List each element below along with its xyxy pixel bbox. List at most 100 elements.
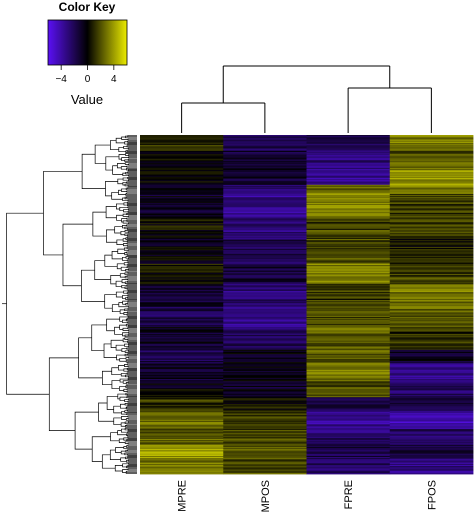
dendrogram-branch [126, 313, 137, 316]
heatmap-cell [140, 459, 224, 461]
color-key-title: Color Key [59, 0, 116, 14]
heatmap-cell [389, 220, 474, 223]
dendrogram-branch [127, 199, 137, 202]
dendrogram-branch [126, 224, 137, 227]
heatmap-cell [389, 194, 474, 197]
heatmap-cell [223, 140, 307, 143]
heatmap-cell [140, 231, 224, 233]
color-key-gradient [47, 19, 128, 66]
heatmap-cell [223, 190, 307, 192]
heatmap-cell [223, 176, 307, 179]
heatmap-cell [140, 140, 224, 143]
heatmap-cell [306, 310, 391, 312]
heatmap-cell [140, 293, 224, 295]
dendrogram-branch [127, 264, 137, 266]
heatmap-cell [389, 410, 474, 413]
heatmap-cell [223, 253, 307, 256]
heatmap-cell [306, 331, 391, 334]
heatmap-cell [306, 353, 391, 355]
heatmap-cell [140, 451, 224, 453]
heatmap-cell [140, 287, 224, 290]
heatmap-cell [389, 440, 474, 442]
heatmap-cell [306, 299, 391, 302]
heatmap-cell [223, 261, 307, 264]
heatmap-cell [140, 251, 224, 253]
heatmap-cell [306, 333, 391, 336]
dendrogram-branch [105, 206, 117, 219]
heatmap-cell [140, 173, 224, 175]
heatmap-cell [140, 390, 224, 392]
dendrogram-branch [126, 406, 137, 409]
heatmap-cell [306, 458, 391, 460]
heatmap-cell [389, 341, 474, 344]
heatmap-cell [389, 318, 474, 320]
heatmap-cell [389, 249, 474, 251]
heatmap-cell [389, 363, 474, 365]
heatmap-cell [140, 212, 224, 215]
heatmap-cell [223, 278, 307, 281]
dendrogram-branch [128, 179, 137, 182]
heatmap-cell [223, 191, 307, 194]
heatmap-cell [140, 405, 224, 407]
heatmap-cell [389, 436, 474, 439]
heatmap-cell [306, 252, 391, 255]
dendrogram-branch [126, 190, 137, 193]
heatmap-cell [140, 454, 224, 457]
heatmap-cell [389, 255, 474, 258]
heatmap-cell [223, 226, 307, 229]
dendrogram-branch [128, 325, 137, 327]
dendrogram-branch [128, 156, 137, 159]
dendrogram-branch [122, 327, 129, 331]
heatmap-cell [306, 359, 391, 362]
heatmap-cell [140, 191, 224, 194]
dendrogram-branch [127, 338, 137, 341]
heatmap-cell [306, 275, 391, 277]
heatmap-cell [389, 166, 474, 169]
heatmap-cell [140, 337, 224, 339]
heatmap-cell [223, 137, 307, 139]
heatmap-cell [389, 374, 474, 377]
heatmap-cell [140, 453, 224, 456]
heatmap-cell [389, 427, 474, 430]
heatmap-cell [140, 472, 224, 475]
dendrogram-branch [127, 206, 137, 209]
heatmap-cell [140, 339, 224, 342]
dendrogram-branch [128, 174, 137, 177]
column-dendrogram [181, 65, 432, 133]
heatmap-cell [223, 305, 307, 308]
heatmap-cell [389, 297, 474, 300]
heatmap-cell [223, 257, 307, 259]
dendrogram-branch [122, 319, 128, 323]
dendrogram-branch [104, 294, 117, 309]
heatmap-cell [389, 234, 474, 236]
heatmap-cell [140, 411, 224, 414]
heatmap-cell [306, 173, 391, 175]
dendrogram-branch [127, 249, 137, 252]
heatmap-cell [223, 162, 307, 164]
heatmap-cell [223, 227, 307, 230]
heatmap-cell [140, 374, 224, 377]
heatmap-cell [306, 383, 391, 386]
heatmap-cell [223, 281, 307, 284]
heatmap-cell [306, 366, 391, 369]
heatmap-cell [389, 214, 474, 216]
dendrogram-branch [126, 439, 137, 442]
heatmap-cell [389, 203, 474, 206]
heatmap-cell [140, 279, 224, 282]
heatmap-cell [140, 215, 224, 217]
heatmap-cell [223, 423, 307, 425]
heatmap-cell [140, 179, 224, 181]
heatmap-cell [140, 327, 224, 329]
heatmap-cell [306, 433, 391, 435]
heatmap-cell [140, 275, 224, 277]
heatmap-cell [389, 299, 474, 302]
heatmap-cell [223, 292, 307, 294]
heatmap-cell [223, 386, 307, 389]
heatmap-cell [389, 261, 474, 264]
heatmap-cell [389, 322, 474, 325]
heatmap-cell [306, 138, 391, 140]
heatmap-cell [389, 284, 474, 286]
heatmap-cell [140, 385, 224, 388]
heatmap-cell [306, 253, 391, 256]
heatmap-cell [389, 198, 474, 200]
